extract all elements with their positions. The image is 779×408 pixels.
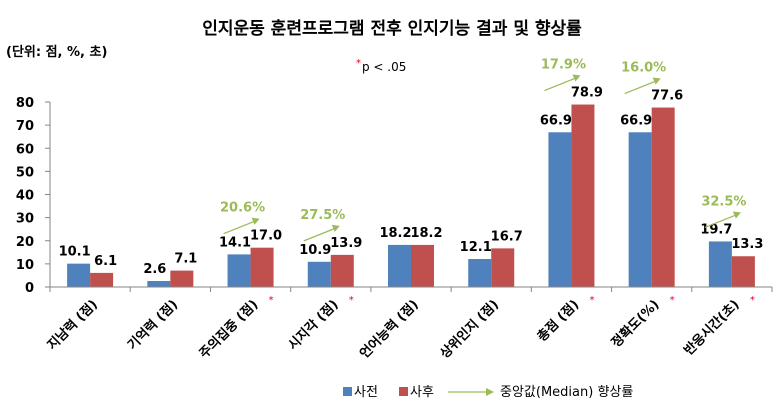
significance-note-text: p < .05 <box>362 60 406 74</box>
legend-label-pre: 사전 <box>354 385 378 400</box>
bar-post <box>491 248 515 287</box>
data-label-post: 18.2 <box>410 226 442 241</box>
bar-pre <box>67 263 91 287</box>
bars: 10.16.1 2.6 7.1 14.117.0 20.6% 10.913.9 27.5% 1… <box>59 58 763 287</box>
legend-swatch-pre <box>343 387 352 396</box>
bar-pre <box>708 241 732 287</box>
improvement-label: 20.6% <box>220 201 265 216</box>
legend-label-median: 중앙값(Median) 향상률 <box>500 385 633 400</box>
significance-asterisk: * <box>670 295 675 306</box>
significance-asterisk: * <box>349 295 354 306</box>
bar-post <box>250 247 274 287</box>
bar-pre <box>388 244 411 287</box>
data-label-post: 77.6 <box>651 89 683 104</box>
y-tick-label: 60 <box>16 142 34 157</box>
y-tick-label: 30 <box>16 212 34 227</box>
significance-asterisk: * <box>589 295 594 306</box>
bar-post <box>411 244 434 287</box>
x-category-label: 기억력 (점) <box>125 297 181 353</box>
data-label-pre: 12.1 <box>460 240 492 255</box>
data-label-post: 13.9 <box>330 236 362 251</box>
x-axis: 지남력 (점) 기억력 (점) 주의집중 (점) * 시지각 (점) * 언어능력 (점) 상… <box>44 286 773 362</box>
improvement-arrow-line <box>544 77 575 92</box>
data-label-post: 6.1 <box>94 254 117 269</box>
significance-marker: * <box>356 58 361 69</box>
data-label-pre: 66.9 <box>620 113 652 128</box>
improvement-label: 16.0% <box>621 61 666 76</box>
arrow-head-icon <box>572 74 581 82</box>
improvement-label: 17.9% <box>541 58 586 73</box>
y-tick-label: 50 <box>16 165 34 180</box>
bar-pre <box>147 280 171 287</box>
bar-post <box>330 254 354 287</box>
improvement-label: 27.5% <box>300 208 345 223</box>
bar-post <box>90 272 114 287</box>
arrow-head-icon <box>331 224 340 232</box>
y-tick-label: 40 <box>16 189 34 204</box>
chart-title: 인지운동 훈련프로그램 전후 인지기능 결과 및 향상률 <box>202 18 582 39</box>
data-label-pre: 2.6 <box>143 262 166 277</box>
y-tick-label: 10 <box>16 258 34 273</box>
arrow-head-icon <box>732 211 741 219</box>
legend-label-post: 사후 <box>410 385 434 400</box>
x-category-label: 상위인지 (점) <box>437 297 502 362</box>
data-label-pre: 19.7 <box>700 222 732 237</box>
bar-pre <box>548 132 572 287</box>
data-label-pre: 18.2 <box>379 226 411 241</box>
x-category-label: 지남력 (점) <box>44 297 101 354</box>
improvement-arrow-line <box>704 214 736 229</box>
significance-asterisk: * <box>750 295 755 306</box>
data-label-post: 16.7 <box>491 229 523 244</box>
improvement-arrow: 16.0% <box>621 61 666 95</box>
data-label-pre: 14.1 <box>219 235 251 250</box>
bar-pre <box>468 259 492 287</box>
data-label-post: 13.3 <box>731 237 763 252</box>
x-category-label: 주의집중 (점) <box>196 297 261 362</box>
y-axis: 0 10 20 30 40 50 60 70 80 <box>16 96 51 296</box>
bar-post <box>571 104 595 287</box>
bar-pre <box>307 261 331 287</box>
arrow-head-icon <box>652 77 661 85</box>
significance-asterisk: * <box>269 295 274 306</box>
x-category-label: 시지각 (점) <box>286 297 342 353</box>
x-category-label: 언어능력 (점) <box>357 297 422 362</box>
improvement-arrow: 17.9% <box>541 58 586 92</box>
bar-post <box>651 107 675 287</box>
arrow-head-icon <box>251 217 260 225</box>
improvement-arrow: 32.5% <box>701 194 746 229</box>
legend: 사전 사후 중앙값(Median) 향상률 <box>343 385 633 400</box>
legend-swatch-post <box>399 387 408 396</box>
data-label-post: 17.0 <box>250 229 282 244</box>
improvement-arrow-line <box>624 80 655 95</box>
y-tick-label: 0 <box>25 281 34 296</box>
y-tick-label: 70 <box>16 119 34 134</box>
y-tick-label: 20 <box>16 235 34 250</box>
x-category-label: 반응시간(초) <box>681 297 743 359</box>
unit-note: (단위: 점, %, 초) <box>6 44 107 60</box>
y-tick-label: 80 <box>16 96 34 111</box>
data-label-post: 7.1 <box>174 252 197 267</box>
data-label-pre: 10.9 <box>299 243 331 258</box>
data-label-pre: 66.9 <box>540 113 572 128</box>
bar-pre <box>628 132 652 287</box>
improvement-arrow: 20.6% <box>220 201 265 235</box>
x-category-label: 총점 (점) <box>534 297 582 345</box>
legend-arrow-icon <box>486 388 494 396</box>
improvement-arrow: 27.5% <box>300 208 345 242</box>
data-label-post: 78.9 <box>571 86 603 101</box>
data-label-pre: 10.1 <box>59 245 91 260</box>
bar-post <box>170 270 194 287</box>
improvement-arrow-line <box>223 221 254 235</box>
x-category-label: 정확도(%) <box>608 297 662 351</box>
bar-post <box>731 256 755 287</box>
bar-pre <box>227 254 251 287</box>
improvement-label: 32.5% <box>701 194 746 209</box>
improvement-arrow-line <box>303 228 335 242</box>
significance-note: * p < .05 <box>356 58 406 74</box>
